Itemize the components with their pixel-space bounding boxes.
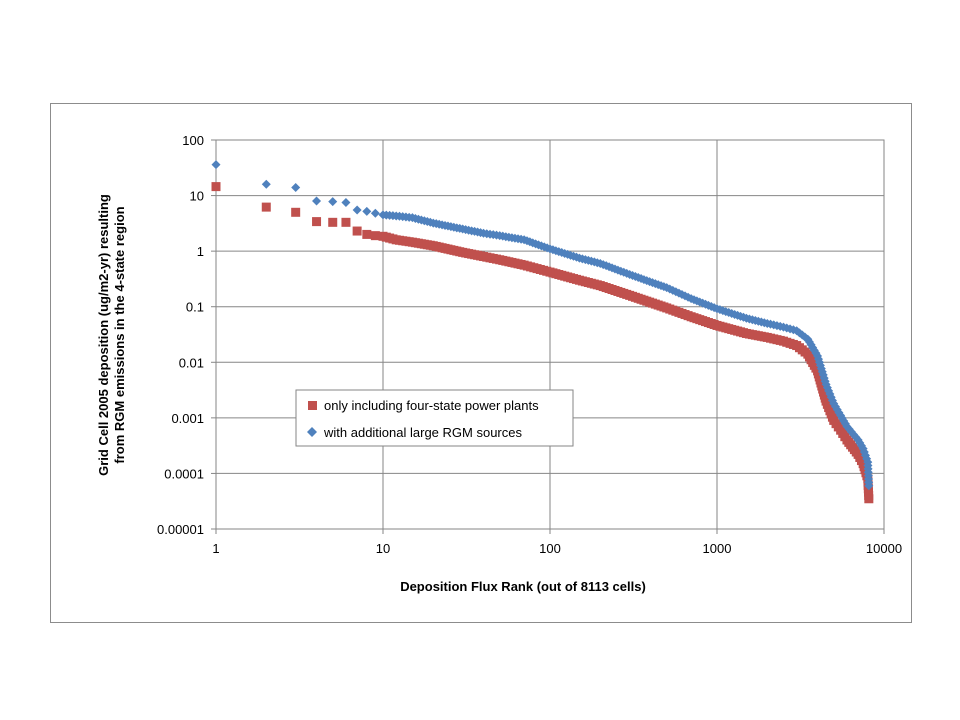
data-point-diamond	[328, 197, 338, 207]
data-point-square	[312, 217, 322, 227]
data-point-square	[864, 494, 874, 504]
tick-labels: 1 10 100 1000 10000 100 10 1 0.1 0.01 0.001 0.0001 0…	[157, 133, 902, 556]
data-points	[211, 160, 874, 504]
y-tick-label: 0.00001	[157, 522, 204, 537]
data-point-square	[362, 229, 372, 239]
chart-frame: 1 10 100 1000 10000 100 10 1 0.1 0.01 0.001 0.0001 0…	[50, 103, 912, 623]
y-tick-label: 100	[182, 133, 204, 148]
data-point-square	[211, 182, 221, 192]
y-tick-label: 0.001	[171, 411, 204, 426]
data-point-diamond	[352, 205, 362, 215]
data-point-diamond	[261, 179, 271, 189]
x-tick-label: 10	[376, 541, 390, 556]
y-tick-label: 1	[197, 244, 204, 259]
legend-label-series-1: only including four-state power plants	[324, 398, 539, 413]
data-point-diamond	[211, 160, 221, 170]
y-tick-label: 0.1	[186, 300, 204, 315]
data-point-square	[261, 202, 271, 212]
x-tick-label: 1000	[703, 541, 732, 556]
y-tick-label: 0.0001	[164, 466, 204, 481]
data-point-diamond	[370, 208, 380, 218]
plot-area	[215, 139, 885, 530]
y-tick-label: 0.01	[179, 355, 204, 370]
y-axis-title-line-1: Grid Cell 2005 deposition (ug/m2-yr) res…	[96, 194, 111, 476]
legend-marker-square	[308, 401, 317, 410]
data-point-diamond	[864, 481, 874, 491]
legend: only including four-state power plants w…	[295, 389, 574, 447]
legend-marker-diamond	[307, 427, 317, 437]
x-tick-label: 100	[539, 541, 561, 556]
x-axis-title: Deposition Flux Rank (out of 8113 cells)	[400, 579, 646, 594]
data-point-diamond	[362, 206, 372, 216]
x-tick-label: 10000	[866, 541, 902, 556]
legend-box	[295, 389, 574, 447]
y-tick-label: 10	[190, 189, 204, 204]
data-point-square	[291, 207, 301, 217]
data-point-diamond	[291, 182, 301, 192]
y-axis-title: Grid Cell 2005 deposition (ug/m2-yr) res…	[96, 194, 127, 476]
y-axis-title-line-2: from RGM emissions in the 4-state region	[112, 206, 127, 463]
series-2	[211, 160, 874, 491]
data-point-square	[370, 231, 380, 241]
data-point-diamond	[341, 198, 351, 208]
chart: 1 10 100 1000 10000 100 10 1 0.1 0.01 0.001 0.0001 0…	[96, 133, 902, 594]
x-tick-label: 1	[212, 541, 219, 556]
legend-label-series-2: with additional large RGM sources	[323, 425, 522, 440]
data-point-square	[328, 217, 338, 227]
data-point-square	[352, 226, 362, 236]
data-point-square	[341, 217, 351, 227]
series-1	[211, 182, 874, 504]
data-point-diamond	[312, 196, 322, 206]
